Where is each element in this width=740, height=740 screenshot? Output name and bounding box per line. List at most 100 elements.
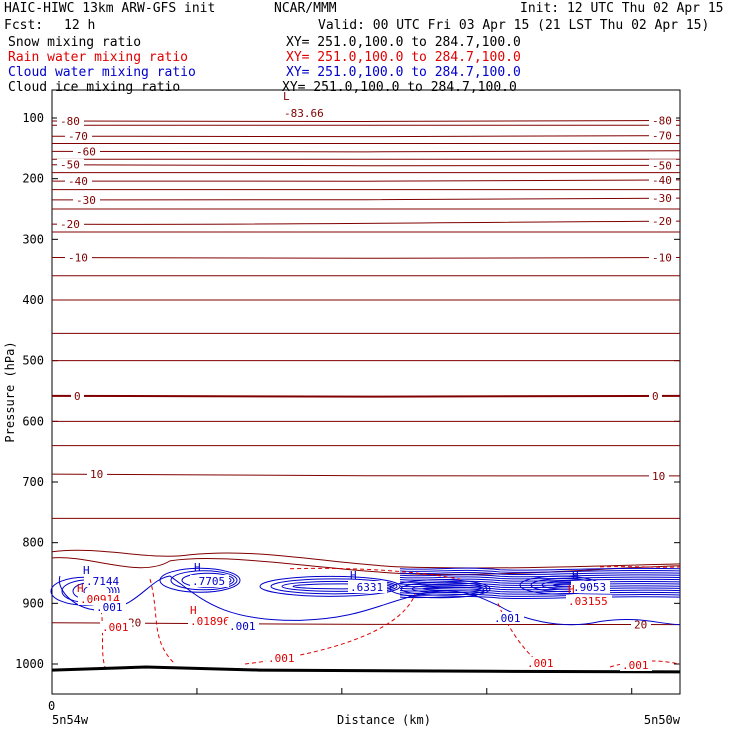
isotherm-line-labeled — [51, 473, 681, 477]
isotherm-label-right: -70 — [652, 130, 672, 143]
plot-frame — [51, 89, 681, 695]
isotherm-line — [51, 208, 681, 210]
isotherm-label-left: -20 — [60, 218, 80, 231]
contour-value-label: .001 — [527, 657, 554, 670]
rain-contour — [599, 566, 681, 568]
isotherm-label-bg — [73, 193, 100, 206]
contour-value-label: .001 — [268, 652, 295, 665]
rain-contour — [99, 603, 106, 668]
isotherm-line-labeled — [51, 257, 681, 259]
extremum-marker: H — [77, 582, 84, 595]
extremum-marker: H — [83, 564, 90, 577]
isotherm-label-bg-right — [649, 251, 676, 264]
contour-label-bg — [620, 659, 652, 671]
cloud-water-contour — [399, 576, 681, 580]
contour-label-bg — [525, 657, 557, 669]
isotherm-label-right: -10 — [652, 252, 672, 265]
isotherm-label-right: -40 — [652, 174, 672, 187]
isotherm-line — [51, 359, 681, 362]
isotherm-line — [51, 332, 681, 335]
extremum-value: .6331 — [350, 581, 383, 594]
isotherm-line-low — [51, 549, 681, 569]
isotherm-line-labeled — [51, 150, 681, 153]
cloud-water-cell — [400, 581, 488, 596]
isotherm-line — [51, 124, 681, 127]
extremum-label-bg — [348, 581, 387, 593]
isotherm-label-right: -20 — [652, 215, 672, 228]
cloud-water-contour — [399, 569, 681, 573]
isotherm-line — [51, 188, 681, 191]
isotherm-label-bg-right — [649, 215, 676, 228]
contour-value-label: .001 — [96, 601, 123, 614]
cloud-water-contour — [399, 567, 681, 571]
rain-contour — [609, 660, 681, 668]
isotherm-label-bg — [57, 115, 84, 128]
extremum-marker: H — [190, 604, 197, 617]
contour-value-label: .001 — [622, 659, 649, 672]
isotherm-label-bg — [57, 158, 84, 171]
contour-value-label: .001 — [229, 620, 256, 633]
cloud-water-cell — [281, 580, 395, 592]
isotherm-label-bg-right — [649, 389, 662, 402]
contour-label-bg — [492, 612, 524, 624]
isotherm-label-left: 10 — [90, 468, 103, 481]
isotherm-label-bg-right — [631, 618, 651, 631]
extremum-label-bg — [571, 581, 610, 593]
org-label: NCAR/MMM — [274, 1, 337, 16]
isotherm-line-labeled — [51, 179, 681, 182]
isotherm-label-left: -70 — [68, 130, 88, 143]
y-tick-label: 200 — [22, 172, 44, 186]
extremum-marker: L — [283, 90, 290, 103]
isotherm-line-labeled — [51, 197, 681, 201]
cloud-water-contour — [399, 582, 681, 587]
isotherm-line-labeled — [51, 135, 681, 138]
isotherm-label-bg — [65, 251, 92, 264]
isotherm-line-labeled — [51, 394, 681, 398]
extremum-value: .7705 — [192, 575, 225, 588]
isotherm-label-right: -30 — [652, 192, 672, 205]
isotherm-label-left: -40 — [68, 175, 88, 188]
isotherm-line-labeled — [51, 220, 681, 225]
isotherm-label-bg-right — [649, 114, 676, 127]
isotherm-line — [51, 420, 681, 423]
extremum-value: .01896 — [190, 615, 230, 628]
extremum-label-bg — [566, 595, 612, 607]
isotherm-label-left: -60 — [76, 145, 96, 158]
isotherm-label-right: 0 — [652, 390, 659, 403]
extremum-value: .9053 — [573, 581, 606, 594]
field-cloudice-name: Cloud ice mixing ratio — [8, 80, 181, 95]
isotherm-label-left: -80 — [60, 115, 80, 128]
extremum-label-bg — [282, 107, 328, 119]
cloud-water-cell — [170, 570, 238, 591]
isotherm-label-left: 0 — [74, 390, 81, 403]
isotherm-label-left: -10 — [68, 252, 88, 265]
extremum-marker: H — [350, 569, 357, 582]
isotherm-line — [51, 444, 681, 447]
contour-label-bg — [94, 601, 126, 613]
contour-label-bg — [266, 652, 298, 664]
isotherm-line-low2 — [51, 557, 681, 575]
isotherm-label-bg-right — [649, 129, 676, 142]
terrain-line — [51, 665, 681, 674]
y-tick-label: 300 — [22, 232, 44, 246]
init-time: Init: 12 UTC Thu 02 Apr 15 — [520, 1, 724, 16]
valid-time: Valid: 00 UTC Fri 03 Apr 15 (21 LST Thu … — [318, 18, 710, 33]
isotherm-label-right: 10 — [652, 470, 665, 483]
isotherm-line — [51, 158, 681, 161]
extremum-marker: H — [194, 561, 201, 574]
isotherm-label-bg-right — [649, 469, 669, 482]
field-rain-xy: XY= 251.0,100.0 to 284.7,100.0 — [286, 50, 521, 65]
isotherm-line — [51, 299, 681, 301]
cloud-water-cell — [411, 584, 485, 594]
contour-label-bg — [100, 621, 132, 633]
extremum-value: -83.66 — [284, 107, 324, 120]
y-tick-label: 100 — [22, 111, 44, 125]
field-cloudwater-name: Cloud water mixing ratio — [8, 65, 196, 80]
cloud-water-cell — [181, 572, 235, 588]
y-tick-label: 800 — [22, 536, 44, 550]
isotherm-label-bg — [57, 218, 84, 231]
y-tick-label: 400 — [22, 293, 44, 307]
isotherm-label-bg-right — [649, 159, 676, 172]
extremum-label-bg — [190, 575, 229, 587]
